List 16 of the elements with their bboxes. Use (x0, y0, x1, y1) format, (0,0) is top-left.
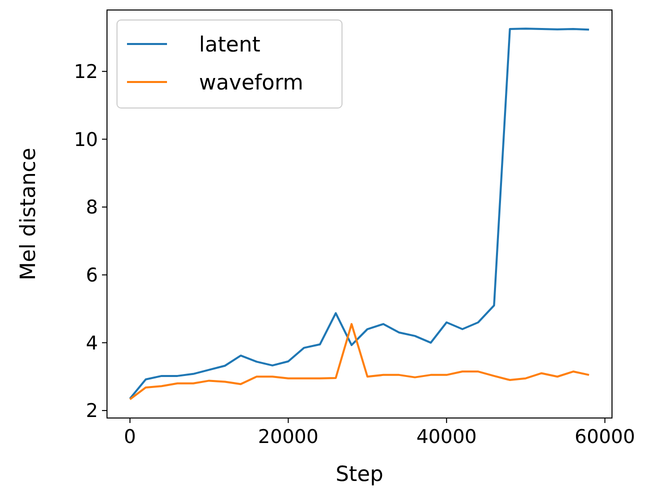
line-series (128, 28, 590, 400)
x-tick-label: 40000 (416, 426, 477, 448)
x-tick-label: 20000 (258, 426, 318, 448)
x-tick-label: 0 (124, 426, 136, 448)
x-tick-label: 60000 (574, 426, 636, 448)
y-tick-label: 8 (86, 196, 98, 219)
line-series (128, 323, 590, 400)
y-tick-label: 2 (86, 400, 98, 422)
y-axis-title: Mel distance (16, 148, 40, 280)
x-axis-title: Step (336, 462, 384, 486)
legend-label: latent (199, 32, 260, 56)
y-tick-label: 10 (74, 128, 98, 151)
y-tick-label: 4 (86, 332, 98, 354)
y-tick-label: 12 (74, 61, 98, 84)
y-tick-label: 6 (86, 264, 98, 287)
legend-label: waveform (199, 70, 304, 94)
